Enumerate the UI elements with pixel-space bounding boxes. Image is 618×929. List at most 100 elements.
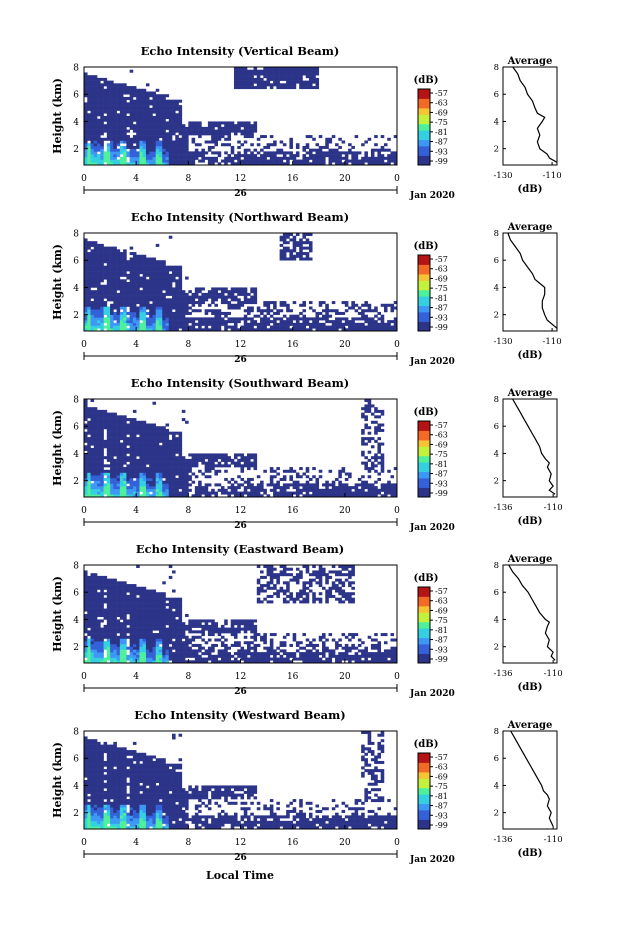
heatmap-cell (175, 129, 179, 133)
heatmap-cell (129, 483, 134, 487)
heatmap-cell (139, 284, 143, 288)
heatmap-cell (155, 279, 160, 283)
heatmap-cell (198, 135, 202, 139)
heatmap-cell (276, 317, 280, 321)
heatmap-cell (132, 442, 137, 446)
heatmap-cell (364, 409, 368, 413)
heatmap-cell (331, 156, 336, 160)
heatmap-cell (123, 475, 127, 479)
heatmap-cell (106, 254, 111, 258)
heatmap-cell (152, 401, 157, 405)
heatmap-cell (338, 145, 342, 149)
heatmap-cell (237, 486, 241, 490)
heatmap-cell (377, 328, 381, 332)
heatmap-cell (253, 287, 258, 291)
heatmap-cell (162, 445, 166, 449)
heatmap-cell (93, 145, 98, 149)
heatmap-cell (93, 252, 98, 256)
heatmap-cell (367, 156, 372, 160)
heatmap-cell (328, 469, 333, 473)
heatmap-cell (110, 156, 114, 160)
heatmap-cell (380, 322, 385, 326)
heatmap-cell (354, 317, 359, 321)
heatmap-cell (139, 265, 143, 269)
heatmap-cell (273, 67, 277, 71)
heatmap-cell (302, 86, 307, 90)
heatmap-cell (224, 453, 228, 457)
heatmap-cell (142, 156, 147, 160)
heatmap-cell (106, 584, 111, 588)
heatmap-cell (100, 279, 104, 283)
heatmap-cell (240, 124, 245, 128)
heatmap-cell (286, 469, 290, 473)
heatmap-cell (119, 605, 124, 609)
heatmap-cell (390, 483, 395, 487)
heatmap-cell (110, 325, 114, 329)
heatmap-cell (207, 461, 212, 465)
heatmap-cell (338, 483, 342, 487)
heatmap-cell (302, 483, 307, 487)
heatmap-cell (351, 322, 355, 326)
heatmap-cell (191, 303, 196, 307)
heatmap-cell (253, 69, 258, 73)
heatmap-cell (168, 301, 173, 305)
heatmap-cell (158, 126, 163, 130)
heatmap-cell (113, 121, 117, 125)
heatmap-cell (113, 116, 117, 120)
heatmap-cell (123, 480, 127, 484)
heatmap-cell (162, 260, 166, 264)
heatmap-cell (103, 249, 108, 253)
heatmap-cell (110, 148, 114, 152)
heatmap-cell (87, 124, 91, 128)
heatmap-cell (110, 328, 114, 332)
heatmap-cell (103, 260, 108, 264)
heatmap-cell (106, 456, 111, 460)
heatmap-cell (136, 488, 140, 492)
colorbar-swatch (418, 146, 430, 150)
heatmap-cell (185, 320, 189, 324)
heatmap-cell (136, 458, 140, 462)
heatmap-cell (90, 608, 95, 612)
heatmap-cell (116, 257, 121, 261)
heatmap-cell (178, 159, 183, 163)
heatmap-cell (162, 271, 166, 275)
heatmap-cell (361, 494, 365, 498)
heatmap-cell (315, 154, 320, 158)
heatmap-cell (142, 102, 147, 106)
heatmap-cell (207, 322, 212, 326)
heatmap-cell (211, 132, 215, 136)
heatmap-cell (126, 442, 130, 446)
heatmap-cell (97, 325, 101, 329)
heatmap-cell (93, 586, 98, 590)
heatmap-cell (168, 464, 173, 468)
heatmap-cell (90, 437, 95, 441)
heatmap-cell (165, 469, 170, 473)
heatmap-cell (129, 622, 134, 626)
heatmap-cell (132, 292, 137, 296)
heatmap-cell (97, 431, 101, 435)
heatmap-cell (97, 282, 101, 286)
heatmap-cell (84, 494, 88, 498)
heatmap-cell (230, 162, 235, 166)
heatmap-cell (168, 453, 173, 457)
heatmap-cell (113, 437, 117, 441)
heatmap-cell (312, 483, 316, 487)
heatmap-cell (142, 91, 147, 95)
heatmap-cell (217, 137, 222, 141)
heatmap-cell (132, 431, 137, 435)
heatmap-cell (370, 156, 375, 160)
heatmap-cell (97, 641, 101, 645)
heatmap-cell (106, 124, 111, 128)
heatmap-cell (377, 472, 381, 476)
heatmap-cell (116, 603, 121, 607)
heatmap-cell (129, 287, 134, 291)
heatmap-cell (84, 453, 88, 457)
heatmap-cell (149, 292, 153, 296)
heatmap-cell (106, 616, 111, 620)
heatmap-cell (308, 243, 313, 247)
heatmap-cell (123, 262, 127, 266)
heatmap-cell (172, 317, 176, 321)
heatmap-cell (256, 143, 261, 147)
heatmap-cell (168, 306, 173, 310)
heatmap-cell (113, 328, 117, 332)
